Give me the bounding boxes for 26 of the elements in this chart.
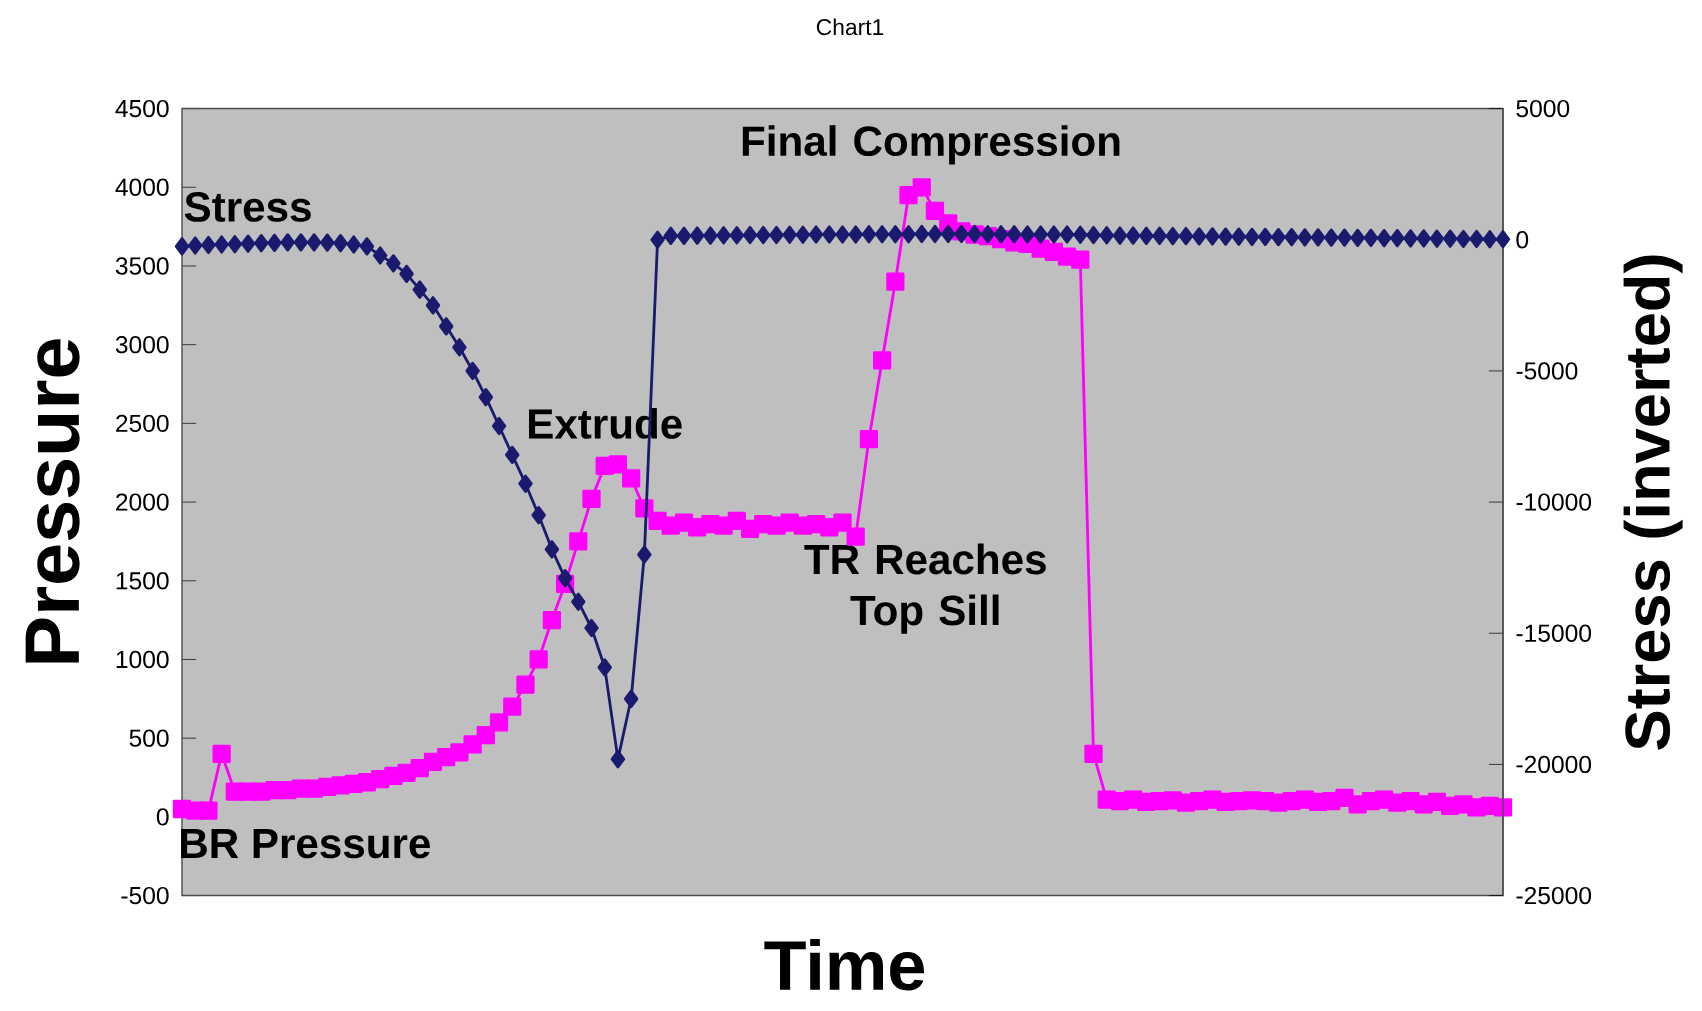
- y-tick-label: 500: [129, 729, 169, 747]
- y-tick-label: 1500: [116, 572, 169, 590]
- y-tick-label: 2000: [116, 493, 169, 511]
- x-axis-title: Time: [764, 938, 925, 991]
- y-tick-label: -500: [121, 886, 169, 905]
- y-tick-label: 4500: [115, 99, 169, 118]
- y2-tick-label: -10000: [1516, 493, 1592, 511]
- y-tick-label: 4000: [115, 178, 169, 196]
- y-tick-label: 1000: [116, 650, 169, 669]
- y-tick-label: 2500: [116, 414, 169, 433]
- chart-title: Chart1: [816, 18, 884, 36]
- series-label: BR Pressure: [181, 828, 430, 859]
- y2-tick-label: -25000: [1516, 886, 1592, 905]
- y2-tick-label: -5000: [1516, 362, 1578, 380]
- series-label: Stress: [184, 192, 311, 222]
- y2-axis-title: Stress (inverted): [1623, 255, 1683, 750]
- y2-tick-label: 5000: [1516, 99, 1570, 118]
- y-tick-label: 3500: [115, 257, 169, 275]
- y2-tick-label: -15000: [1516, 624, 1592, 642]
- annotation: Final Compression: [742, 125, 1120, 165]
- y2-tick-label: 0: [1516, 231, 1529, 249]
- annotation: TR Reaches Top Sill: [804, 543, 1046, 634]
- y-tick-label: 3000: [115, 336, 169, 354]
- y-tick-label: 0: [156, 808, 169, 826]
- y-axis-title: Pressure: [25, 339, 80, 663]
- y2-tick-label: -20000: [1516, 755, 1592, 774]
